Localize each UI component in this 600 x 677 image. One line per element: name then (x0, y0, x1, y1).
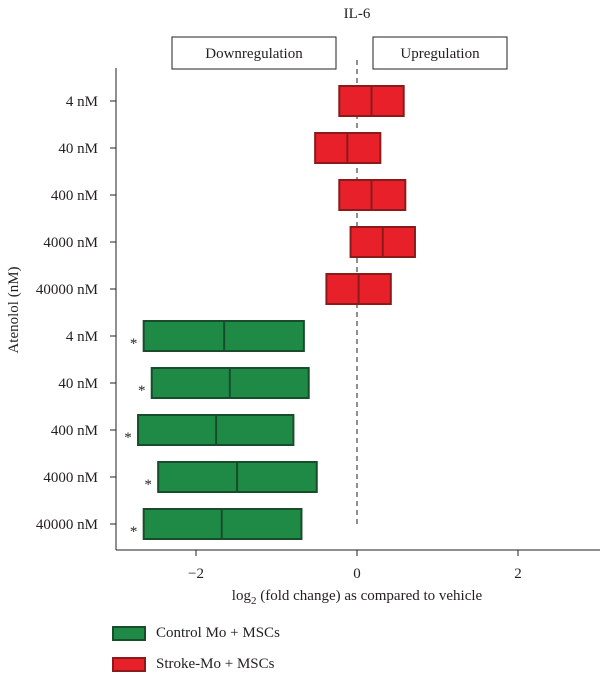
legend-label-control: Control Mo + MSCs (156, 625, 280, 641)
y-tick-label: 40000 nM (36, 282, 98, 298)
y-tick-label: 400 nM (51, 423, 98, 439)
y-axis-label: Atenolol (nM) (6, 266, 22, 353)
significance-star: * (130, 336, 138, 352)
legend-item-stroke: Stroke-Mo + MSCs (112, 656, 274, 673)
upregulation-box (372, 36, 508, 70)
y-tick-label: 4 nM (66, 329, 98, 345)
downregulation-label: Downregulation (205, 46, 303, 62)
y-tick-label: 4000 nM (43, 470, 98, 486)
legend-swatch-stroke (112, 657, 146, 672)
downregulation-box (171, 36, 337, 70)
x-tick-label: −2 (188, 566, 204, 582)
y-tick-label: 40 nM (58, 376, 98, 392)
y-tick-label: 4000 nM (43, 235, 98, 251)
y-tick-label: 40000 nM (36, 517, 98, 533)
legend-label-stroke: Stroke-Mo + MSCs (156, 656, 275, 672)
legend-swatch-control (112, 626, 146, 641)
x-tick-label: 0 (353, 566, 361, 582)
y-tick-label: 400 nM (51, 188, 98, 204)
upregulation-label: Upregulation (400, 46, 480, 62)
significance-star: * (130, 524, 138, 540)
significance-star: * (144, 477, 152, 493)
significance-star: * (138, 383, 146, 399)
x-tick-label: 2 (514, 566, 522, 582)
y-tick-label: 4 nM (66, 94, 98, 110)
x-axis-label: log2 (fold change) as compared to vehicl… (232, 588, 483, 607)
legend-item-control: Control Mo + MSCs (112, 625, 280, 642)
significance-star: * (124, 430, 132, 446)
chart-title: IL-6 (344, 6, 371, 22)
y-tick-label: 40 nM (58, 141, 98, 157)
